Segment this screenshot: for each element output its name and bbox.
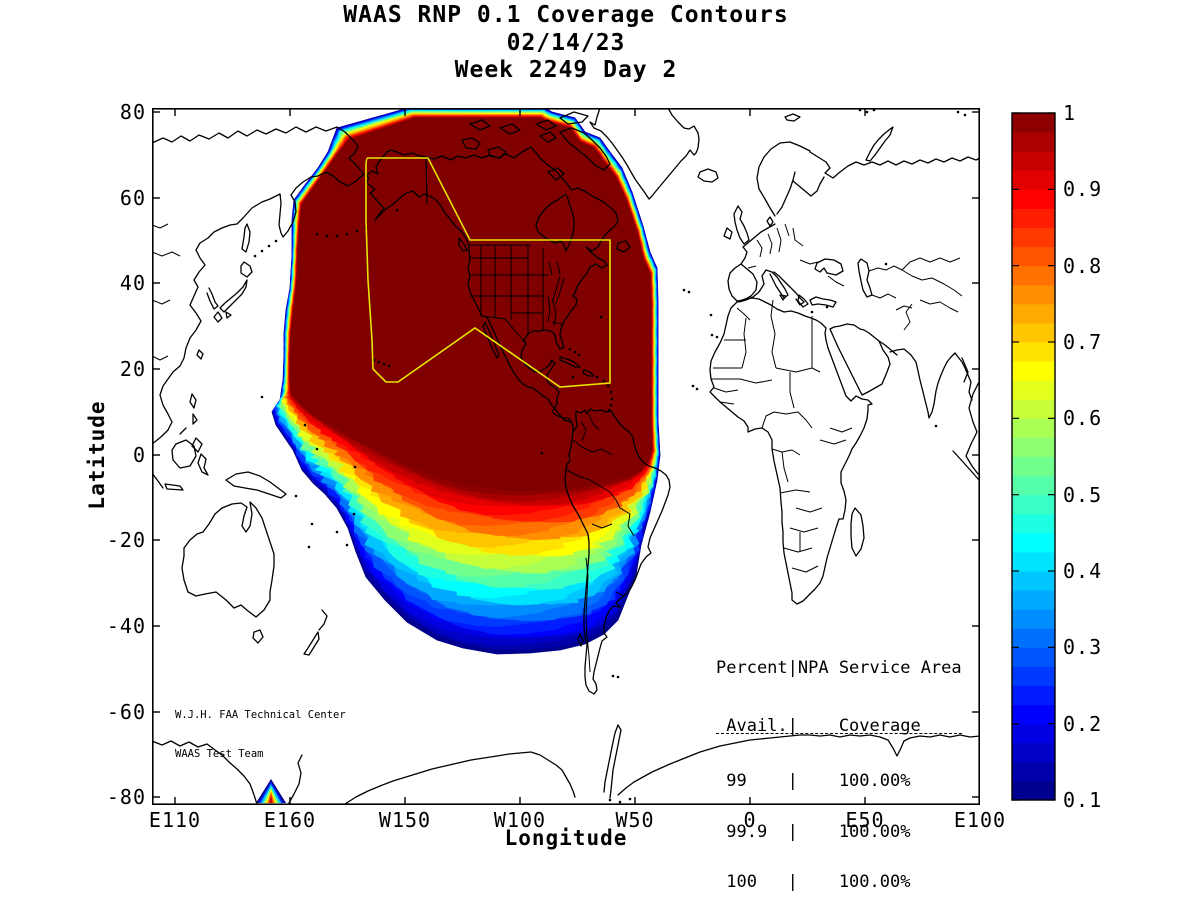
colorbar-tick-label: 0.2 [1063, 711, 1103, 736]
x-tick-label: E100 [953, 808, 1007, 832]
coverage-contour-bands [271, 108, 661, 655]
availability-table-header1: Percent|NPA Service Area [716, 658, 962, 678]
y-tick-label: 80 [119, 100, 146, 124]
colorbar-tick-label: 0.1 [1063, 788, 1103, 812]
figure-title: WAAS RNP 0.1 Coverage Contours [343, 2, 789, 28]
island-dots [253, 108, 967, 804]
y-tick-label: -60 [106, 700, 146, 724]
figure-week-day: Week 2249 Day 2 [454, 57, 678, 83]
y-tick-label: 40 [119, 271, 146, 295]
x-axis-label: Longitude [504, 826, 628, 850]
npa-service-area-boundary [365, 157, 611, 388]
colorbar-tick-label: 0.9 [1063, 177, 1103, 202]
y-tick-label: -80 [106, 785, 146, 809]
availability-table: Percent|NPA Service Area Avail.| Coverag… [716, 621, 962, 900]
coverage-map [152, 108, 980, 805]
availability-table-row: 100 | 100.00% [716, 872, 911, 892]
credit-line-2: WAAS Test Team [175, 748, 264, 760]
colorbar-tick-label: 0.5 [1063, 482, 1103, 507]
x-tick-label: E160 [263, 808, 317, 832]
x-tick-label: E50 [845, 808, 885, 832]
y-tick-label: 0 [132, 443, 146, 467]
colorbar-tick-label: 1 [1063, 101, 1077, 125]
colorbar-tick-label: 0.6 [1063, 406, 1103, 431]
availability-table-header2: Avail.| Coverage [716, 716, 962, 736]
credit-text: W.J.H. FAA Technical Center WAAS Test Te… [175, 683, 346, 787]
country-borders [152, 223, 963, 673]
plot-frame [152, 108, 980, 805]
south-pole-contour-spike [256, 779, 286, 803]
x-tick-label: 0 [743, 808, 757, 832]
y-tick-label: 60 [119, 186, 146, 210]
colorbar-tick-label: 0.3 [1063, 635, 1103, 660]
x-tick-label: W100 [493, 808, 547, 832]
us-state-borders [469, 244, 565, 345]
x-tick-label: E110 [148, 808, 202, 832]
y-tick-label: -20 [106, 528, 146, 552]
figure-date: 02/14/23 [506, 30, 626, 56]
credit-line-1: W.J.H. FAA Technical Center [175, 709, 346, 721]
coastlines [152, 108, 980, 805]
y-tick-label: 20 [119, 357, 146, 381]
colorbar-tick-label: 0.7 [1063, 330, 1103, 354]
availability-table-row: 99 | 100.00% [716, 771, 911, 791]
availability-table-row: 99.9 | 100.00% [716, 821, 911, 842]
x-tick-label: W50 [615, 808, 655, 832]
colorbar [1011, 112, 1056, 801]
colorbar-tick-label: 0.8 [1063, 253, 1103, 278]
x-tick-label: W150 [378, 808, 432, 832]
colorbar-tick-label: 0.4 [1063, 559, 1103, 583]
y-tick-label: -40 [106, 614, 146, 638]
